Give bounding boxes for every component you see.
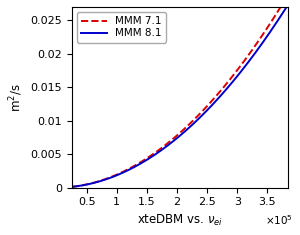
Legend: MMM 7.1, MMM 8.1: MMM 7.1, MMM 8.1 — [77, 12, 166, 43]
MMM 8.1 — [187, 126, 191, 129]
Line: MMM 8.1: MMM 8.1 — [72, 4, 288, 187]
MMM 8.1 — [248, 59, 251, 62]
MMM 7.1 — [281, 1, 285, 4]
Text: $\times10^5$: $\times10^5$ — [265, 213, 293, 227]
MMM 7.1 — [173, 136, 176, 139]
Line: MMM 7.1: MMM 7.1 — [72, 0, 288, 187]
MMM 8.1 — [286, 3, 290, 6]
MMM 7.1 — [174, 135, 178, 138]
MMM 8.1 — [70, 185, 74, 188]
MMM 8.1 — [174, 138, 178, 141]
MMM 8.1 — [199, 115, 202, 118]
MMM 7.1 — [70, 185, 74, 188]
MMM 7.1 — [248, 53, 251, 55]
X-axis label: xteDBM vs. $\nu_{ei}$: xteDBM vs. $\nu_{ei}$ — [137, 213, 223, 228]
MMM 7.1 — [187, 123, 191, 126]
Y-axis label: m$^2$/s: m$^2$/s — [7, 83, 25, 112]
MMM 8.1 — [173, 139, 176, 141]
MMM 7.1 — [199, 112, 202, 114]
MMM 8.1 — [281, 11, 285, 14]
